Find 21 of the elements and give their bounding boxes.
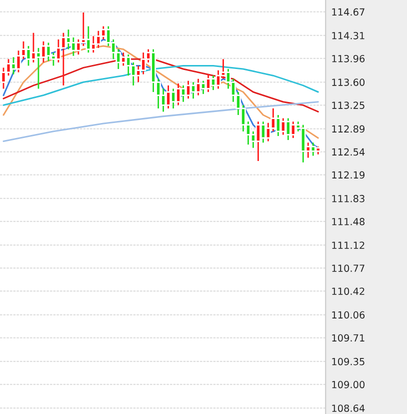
y-tick-label: 111.12 (332, 242, 364, 249)
y-tick-label: 114.67 (332, 8, 364, 16)
y-tick-label: 114.31 (332, 32, 364, 40)
line-series (2, 101, 319, 142)
y-tick-label: 111.48 (332, 218, 365, 226)
y-tick-label: 113.96 (332, 54, 365, 62)
y-tick-label: 110.42 (332, 288, 364, 295)
y-tick-label: 108.64 (332, 404, 365, 412)
y-tick-label: 113.60 (332, 78, 365, 86)
y-tick-label: 110.77 (332, 264, 364, 272)
y-tick-label: 112.19 (332, 171, 364, 179)
line-series (2, 58, 319, 112)
y-tick-label: 112.89 (332, 125, 364, 133)
y-tick-label: 110.06 (332, 311, 365, 319)
y-tick-label: 112.54 (332, 148, 365, 156)
y-tick-label: 111.83 (332, 194, 364, 202)
y-tick-label: 109.71 (332, 334, 364, 342)
y-tick-label: 113.25 (332, 102, 364, 109)
y-tick-label: 109.35 (332, 358, 364, 366)
line-series (2, 64, 319, 106)
y-tick-label: 109.00 (332, 380, 365, 388)
